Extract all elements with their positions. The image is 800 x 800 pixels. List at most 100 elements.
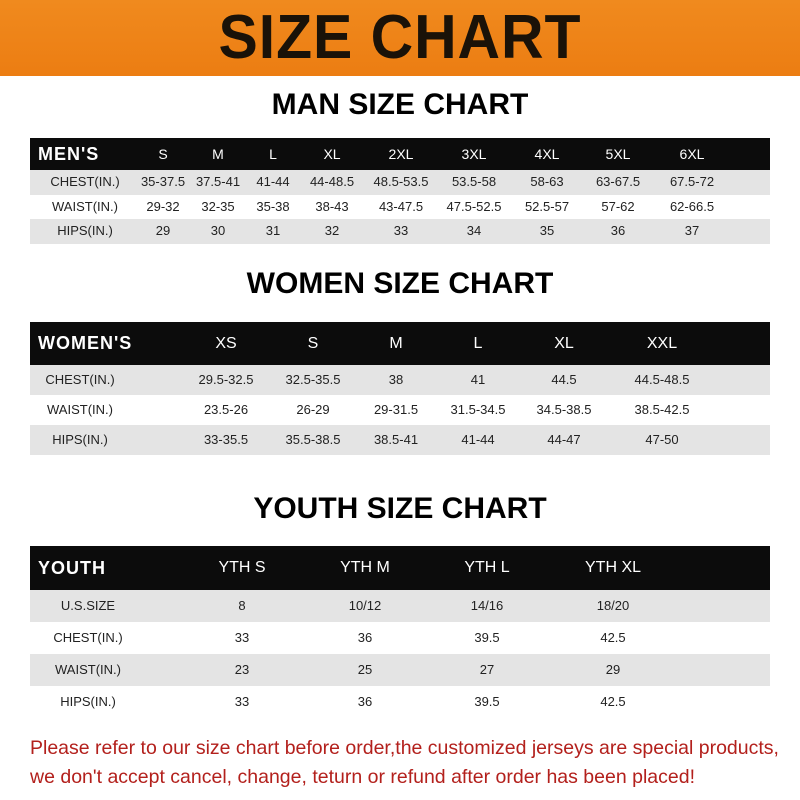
table-cell: 62-66.5: [669, 198, 715, 214]
row-label: YOUTH: [38, 558, 106, 578]
table-cell: M: [212, 146, 224, 162]
table-row: HIPS(IN.) 33-35.5 35.5-38.5 38.5-41 41-44 44-…: [30, 425, 770, 455]
table-cell: 33-35.5: [203, 432, 249, 447]
youth-title: YOUTH SIZE CHART: [253, 492, 547, 525]
table-cell: 47.5-52.5: [446, 198, 502, 214]
table-cell: 14/16: [470, 598, 504, 613]
table-cell: XL: [554, 335, 574, 352]
table-cell: 35-37.5: [140, 174, 186, 189]
table-cell: 32.5-35.5: [285, 372, 341, 387]
table-cell: 37.5-41: [195, 174, 241, 189]
refund-notice: Please refer to our size chart before or…: [30, 734, 790, 792]
table-cell: 25: [357, 662, 373, 677]
table-cell: XXL: [646, 335, 678, 352]
table-cell: L: [473, 335, 483, 352]
table-row: U.S.SIZE 8 10/12 14/16 18/20: [30, 590, 770, 622]
youth-header-row: YOUTH YTH S YTH M YTH L YTH XL: [30, 546, 770, 590]
table-cell: 6XL: [679, 146, 705, 162]
row-label: MEN'S: [38, 144, 100, 164]
table-cell: 29: [605, 662, 621, 677]
table-cell: 29: [155, 223, 171, 238]
table-cell: 44-47: [547, 432, 581, 447]
table-row: WAIST(IN.) 23 25 27 29: [30, 654, 770, 686]
table-cell: 18/20: [596, 598, 630, 613]
table-cell: 31: [265, 223, 281, 238]
table-cell: 35.5-38.5: [285, 432, 341, 447]
row-label: WAIST(IN.): [52, 198, 118, 214]
size-chart-banner: SIZE CHART: [0, 0, 800, 76]
table-cell: 57-62: [601, 198, 635, 214]
table-cell: 36: [357, 630, 373, 645]
table-row: CHEST(IN.) 29.5-32.5 32.5-35.5 38 41 44.5 44.5…: [30, 365, 770, 395]
table-cell: XL: [323, 146, 341, 162]
table-cell: 48.5-53.5: [373, 174, 429, 189]
row-label: WAIST(IN.): [55, 662, 121, 677]
table-cell: M: [389, 335, 403, 352]
table-cell: 38.5-42.5: [634, 402, 690, 417]
row-label: HIPS(IN.): [57, 223, 113, 238]
table-cell: 53.5-58: [451, 174, 497, 189]
table-cell: 27: [479, 662, 495, 677]
table-cell: 29-32: [146, 198, 180, 214]
row-label: U.S.SIZE: [60, 598, 116, 613]
table-cell: 35-38: [256, 198, 290, 214]
table-cell: 33: [234, 630, 250, 645]
youth-size-table: YOUTH YTH S YTH M YTH L YTH XL U.S.SIZE 8 10/12…: [30, 546, 770, 718]
table-cell: 4XL: [534, 146, 560, 162]
table-cell: 44.5: [551, 372, 577, 387]
table-cell: 34.5-38.5: [536, 402, 592, 417]
table-cell: 29-31.5: [373, 402, 419, 417]
table-cell: 47-50: [645, 432, 679, 447]
table-row: WAIST(IN.) 29-32 32-35 35-38 38-43 43-47.5 47.…: [30, 194, 770, 219]
table-cell: 44-48.5: [309, 174, 355, 189]
table-cell: 3XL: [461, 146, 487, 162]
table-cell: 37: [684, 223, 700, 238]
table-cell: 63-67.5: [595, 174, 641, 189]
table-cell: 41-44: [461, 432, 495, 447]
table-cell: 33: [234, 694, 250, 709]
row-label: CHEST(IN.): [50, 174, 120, 189]
women-header-row: WOMEN'S XS S M L XL XXL: [30, 322, 770, 365]
table-cell: 38: [388, 372, 404, 387]
table-cell: S: [158, 146, 168, 162]
table-cell: 38.5-41: [373, 432, 419, 447]
table-cell: 52.5-57: [524, 198, 570, 214]
table-cell: 30: [210, 223, 226, 238]
women-size-table: WOMEN'S XS S M L XL XXL CHEST(IN.) 29.5-32.5 32.5…: [30, 322, 770, 455]
table-cell: 23: [234, 662, 250, 677]
men-header-row: MEN'S S M L XL 2XL 3XL 4XL 5XL 6XL: [30, 138, 770, 170]
table-cell: 26-29: [296, 402, 330, 417]
row-label: CHEST(IN.): [45, 372, 115, 387]
table-row: CHEST(IN.) 33 36 39.5 42.5: [30, 622, 770, 654]
table-cell: 58-63: [530, 174, 564, 189]
table-cell: 42.5: [600, 694, 626, 709]
table-cell: 31.5-34.5: [450, 402, 506, 417]
table-cell: 42.5: [600, 630, 626, 645]
table-cell: 33: [393, 223, 409, 238]
table-row: WAIST(IN.) 23.5-26 26-29 29-31.5 31.5-34.5 34…: [30, 395, 770, 425]
table-row: HIPS(IN.) 29 30 31 32 33 34 35 36 37: [30, 219, 770, 244]
table-row: HIPS(IN.) 33 36 39.5 42.5: [30, 686, 770, 718]
table-cell: XS: [215, 335, 237, 352]
table-cell: 39.5: [474, 630, 500, 645]
row-label: HIPS(IN.): [52, 432, 108, 447]
table-cell: 36: [610, 223, 626, 238]
men-title: MAN SIZE CHART: [271, 88, 529, 121]
row-label: CHEST(IN.): [53, 630, 123, 645]
table-cell: 38-43: [315, 198, 349, 214]
table-cell: 2XL: [388, 146, 414, 162]
table-cell: 44.5-48.5: [634, 372, 690, 387]
table-cell: S: [307, 335, 319, 352]
women-title: WOMEN SIZE CHART: [246, 267, 554, 300]
table-cell: YTH M: [340, 559, 390, 576]
table-cell: 35: [539, 223, 555, 238]
table-cell: 8: [238, 598, 246, 613]
notice-line-1: Please refer to our size chart before or…: [30, 737, 779, 759]
table-cell: YTH XL: [584, 559, 642, 576]
table-cell: 32-35: [201, 198, 235, 214]
men-size-table: MEN'S S M L XL 2XL 3XL 4XL 5XL 6XL CHEST(IN.) 35-37…: [30, 138, 770, 244]
table-cell: YTH L: [464, 559, 510, 576]
row-label: WAIST(IN.): [47, 402, 113, 417]
table-cell: 34: [466, 223, 482, 238]
table-cell: 67.5-72: [669, 174, 715, 189]
